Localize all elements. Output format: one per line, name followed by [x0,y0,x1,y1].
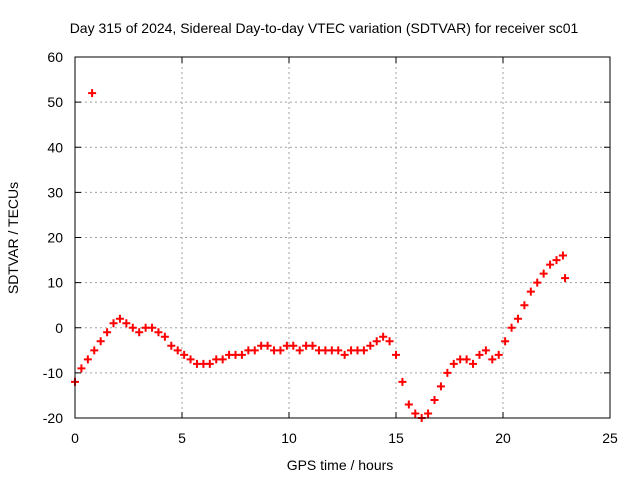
data-point [103,328,112,337]
chart-title: Day 315 of 2024, Sidereal Day-to-day VTE… [70,20,579,36]
data-point [109,319,118,328]
data-point [379,332,388,341]
grid-lines [75,57,610,418]
data-point [218,355,227,364]
data-point [334,346,343,355]
data-point [481,346,490,355]
data-point [507,323,516,332]
data-point [398,377,407,386]
x-tick-label: 10 [281,430,297,446]
data-point [462,355,471,364]
data-point [154,328,163,337]
data-point [372,337,381,346]
data-point [520,301,529,310]
data-point [392,350,400,359]
data-point [494,350,503,359]
data-point [160,332,169,341]
data-point [237,350,246,359]
y-tick-label: 0 [55,320,63,336]
data-point [546,260,555,269]
y-tick-label: 20 [47,230,63,246]
data-point [404,400,413,409]
data-point [513,314,522,323]
x-tick-label: 15 [388,430,404,446]
y-tick-label: -10 [43,365,63,381]
y-tick-label: 10 [47,275,63,291]
x-tick-label: 5 [178,430,186,446]
data-point [561,274,570,283]
data-point [167,341,176,350]
y-axis-label: SDTVAR / TECUs [5,182,21,294]
data-point [173,346,182,355]
data-point [359,346,368,355]
x-tick-label: 25 [602,430,618,446]
data-point [180,350,189,359]
data-point [443,368,452,377]
data-point [558,251,567,260]
data-point [488,355,497,364]
data-point [83,355,92,364]
data-point [424,409,433,418]
data-point [289,341,298,350]
data-point [385,337,394,346]
data-point [436,382,445,391]
data-point [88,89,97,98]
data-point [501,337,510,346]
x-tick-label: 0 [71,430,79,446]
data-point [115,314,124,323]
data-point [308,341,317,350]
data-point [263,341,272,350]
y-tick-label: 30 [47,184,63,200]
data-point [135,328,144,337]
plot-border [74,56,611,419]
data-point [475,350,484,359]
data-point [552,256,561,265]
data-point [366,341,375,350]
data-point [411,409,420,418]
data-point [186,355,195,364]
data-point [469,359,478,368]
data-point [449,359,458,368]
data-point [250,346,259,355]
data-point [539,269,548,278]
data-point [205,359,214,368]
data-point [430,395,439,404]
data-point [276,346,285,355]
data-point [77,364,86,373]
y-tick-label: 60 [47,49,63,65]
x-tick-label: 20 [495,430,511,446]
data-point [128,323,137,332]
data-point [533,278,542,287]
data-point [526,287,535,296]
y-tick-label: 40 [47,139,63,155]
x-axis-label: GPS time / hours [287,457,394,473]
axis-ticks: 0 5 10 15 20 25 -20 -10 0 10 20 30 40 50 60 [43,49,618,446]
data-point [148,323,157,332]
data-point [340,350,349,359]
y-tick-label: 50 [47,94,63,110]
data-point [295,346,304,355]
data-point [122,319,131,328]
data-points [71,89,570,422]
y-tick-label: -20 [43,410,63,426]
data-point [96,337,105,346]
data-point [90,346,99,355]
